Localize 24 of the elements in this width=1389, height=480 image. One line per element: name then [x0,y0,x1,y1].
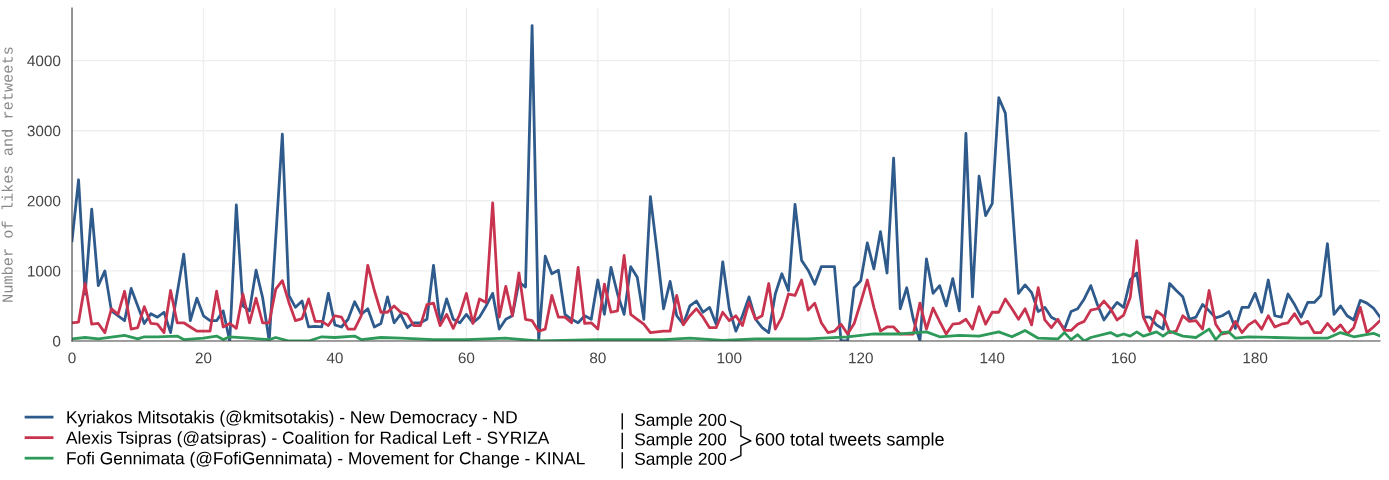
text: | Sample 200 [621,413,727,430]
text: | Sample 200 [621,432,727,449]
x-tick-label: 100 [717,352,742,364]
y-tick-label: 3000 [27,125,61,137]
legend-label: Alexis Tsipras (@atsipras) - Coalition for Radical Left - SYRIZA [66,431,550,448]
y-tick-label: 2000 [27,195,61,207]
line-series [72,201,1380,336]
x-tick-label: 180 [1243,352,1268,364]
x-tick-label: 120 [849,352,873,364]
y-tick-label: 4000 [27,55,61,67]
text: 600 total tweets sample [755,432,944,450]
text: | Sample 200 [621,452,727,469]
x-tick-label: 160 [1112,352,1136,364]
x-tick-label: 20 [195,352,212,364]
x-tick-label: 80 [590,352,606,364]
x-tick-label: 140 [980,352,1005,364]
x-tick-label: 40 [326,352,343,364]
legend-label: Kyriakos Mitsotakis (@kmitsotakis) - New Democracy - ND [67,410,517,427]
y-tick-label: 1000 [28,265,61,277]
legend-label: Fofi Gennimata (@FofiGennimata) - Movement for Change - KINAL [67,451,585,468]
y-tick-label: 0 [52,335,61,347]
x-tick-label: 60 [458,352,475,364]
y-axis-title: Number of likes and retweets [1,47,13,302]
x-tick-label: 0 [68,352,76,364]
